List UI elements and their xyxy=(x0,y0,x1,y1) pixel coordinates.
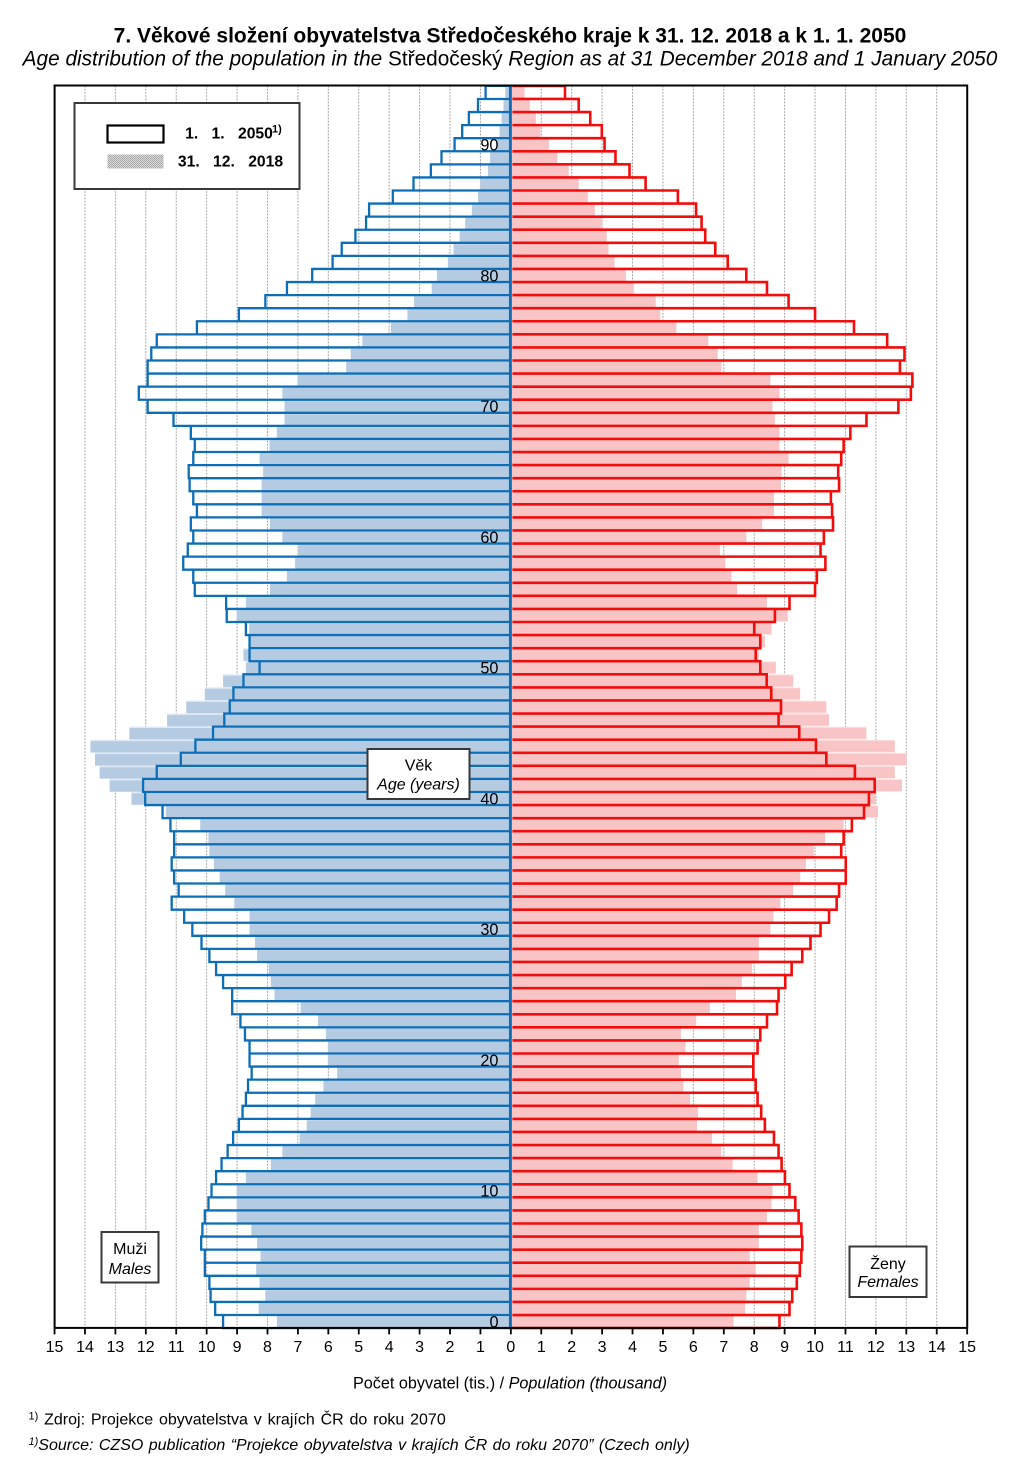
svg-text:13: 13 xyxy=(106,1339,124,1356)
svg-text:1: 1 xyxy=(537,1339,546,1356)
svg-text:Muži: Muži xyxy=(113,1241,147,1258)
svg-text:0: 0 xyxy=(489,1313,498,1331)
svg-text:14: 14 xyxy=(928,1339,946,1356)
svg-text:15: 15 xyxy=(46,1339,64,1356)
svg-text:50: 50 xyxy=(480,660,498,678)
svg-text:8: 8 xyxy=(750,1339,759,1356)
svg-text:6: 6 xyxy=(324,1339,333,1356)
svg-text:70: 70 xyxy=(480,398,498,416)
svg-text:1)Source: CZSO publication “Pr: 1)Source: CZSO publication “Projekce oby… xyxy=(29,1435,690,1454)
svg-text:4: 4 xyxy=(628,1339,637,1356)
svg-text:9: 9 xyxy=(780,1339,789,1356)
svg-text:40: 40 xyxy=(480,790,498,808)
svg-text:5: 5 xyxy=(354,1339,363,1356)
svg-text:Age distribution of the popula: Age distribution of the population in th… xyxy=(21,48,998,71)
svg-text:9: 9 xyxy=(233,1339,242,1356)
svg-text:7: 7 xyxy=(719,1339,728,1356)
svg-text:13: 13 xyxy=(897,1339,915,1356)
svg-text:31. 12. 2018: 31. 12. 2018 xyxy=(178,154,284,171)
svg-text:Males: Males xyxy=(109,1261,152,1278)
svg-text:60: 60 xyxy=(480,529,498,547)
svg-text:8: 8 xyxy=(263,1339,272,1356)
svg-text:0: 0 xyxy=(506,1339,515,1356)
svg-text:Females: Females xyxy=(857,1274,918,1291)
svg-text:80: 80 xyxy=(480,267,498,285)
svg-text:15: 15 xyxy=(958,1339,976,1356)
svg-text:1: 1 xyxy=(476,1339,485,1356)
svg-text:5: 5 xyxy=(658,1339,667,1356)
svg-text:3: 3 xyxy=(598,1339,607,1356)
svg-text:20: 20 xyxy=(480,1052,498,1070)
svg-text:Věk: Věk xyxy=(405,758,434,775)
svg-text:Age (years): Age (years) xyxy=(376,777,460,794)
svg-text:1): 1) xyxy=(272,124,282,136)
svg-text:11: 11 xyxy=(168,1339,185,1356)
svg-text:10: 10 xyxy=(480,1183,498,1201)
svg-text:3: 3 xyxy=(415,1339,424,1356)
svg-text:90: 90 xyxy=(480,137,498,155)
svg-text:12: 12 xyxy=(137,1339,155,1356)
svg-text:1) Zdroj: Projekce obyvatelstv: 1) Zdroj: Projekce obyvatelstva v krajíc… xyxy=(29,1410,446,1429)
svg-text:7: 7 xyxy=(293,1339,302,1356)
svg-text:6: 6 xyxy=(689,1339,698,1356)
svg-text:12: 12 xyxy=(867,1339,885,1356)
svg-text:2: 2 xyxy=(446,1339,455,1356)
svg-text:10: 10 xyxy=(806,1339,824,1356)
svg-text:14: 14 xyxy=(76,1339,94,1356)
svg-text:Ženy: Ženy xyxy=(870,1254,906,1273)
svg-text:7. Věkové složení obyvatelstva: 7. Věkové složení obyvatelstva Středočes… xyxy=(114,25,907,48)
svg-text:1. 1. 2050: 1. 1. 2050 xyxy=(185,126,273,143)
svg-text:Počet obyvatel (tis.) / Popul: Počet obyvatel (tis.) / Population (thou… xyxy=(353,1375,667,1393)
svg-text:2: 2 xyxy=(567,1339,576,1356)
svg-text:30: 30 xyxy=(480,921,498,939)
svg-text:10: 10 xyxy=(198,1339,216,1356)
svg-text:4: 4 xyxy=(385,1339,394,1356)
svg-text:11: 11 xyxy=(837,1339,854,1356)
